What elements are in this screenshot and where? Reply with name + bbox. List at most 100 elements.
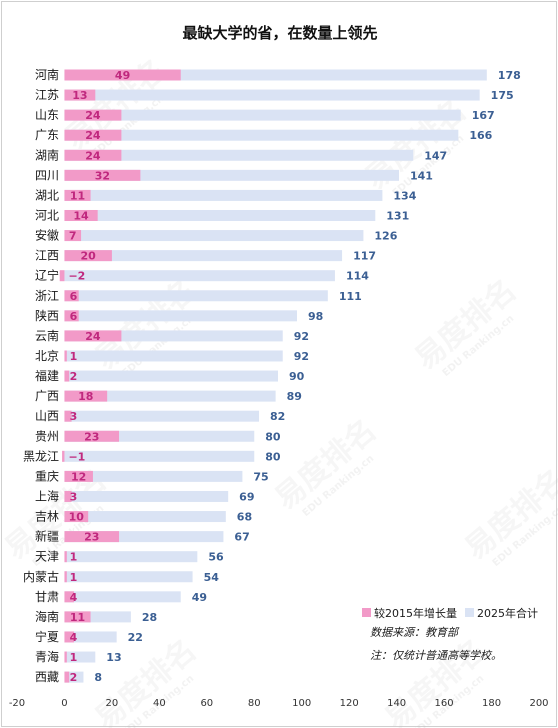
increase-bar (64, 310, 79, 322)
total-bar (64, 591, 181, 603)
x-tick-label: 60 (200, 698, 213, 709)
increase-value-label: 1 (70, 571, 78, 584)
total-value-label: 68 (237, 511, 252, 524)
total-value-label: 54 (204, 571, 220, 584)
increase-bar (64, 250, 112, 262)
increase-value-label: 1 (70, 350, 78, 363)
increase-bar (64, 149, 122, 161)
increase-bar (64, 430, 120, 442)
increase-bar (64, 611, 91, 623)
total-value-label: 80 (265, 430, 281, 443)
x-tick-label: 0 (61, 698, 67, 709)
total-bar (64, 671, 84, 683)
increase-bar (64, 571, 67, 583)
category-label: 湖南 (35, 147, 59, 162)
legend-swatch (362, 608, 371, 617)
category-label: 安徽 (35, 228, 59, 243)
total-value-label: 56 (208, 551, 224, 564)
total-bar (64, 270, 335, 282)
category-label: 青海 (35, 649, 59, 664)
increase-value-label: 7 (69, 230, 77, 243)
increase-bar (62, 450, 65, 462)
total-value-label: 111 (339, 290, 362, 303)
increase-bar (64, 330, 122, 342)
legend: 较2015年增长量 2025年合计 (362, 606, 538, 620)
total-value-label: 13 (106, 651, 121, 664)
increase-bar (64, 490, 72, 502)
category-label: 上海 (35, 488, 59, 503)
increase-value-label: 13 (72, 89, 87, 102)
x-tick-label: 200 (529, 698, 548, 709)
total-bar (64, 330, 283, 342)
increase-bar (64, 109, 122, 121)
increase-bar (64, 89, 96, 101)
total-bar (64, 450, 255, 462)
increase-value-label: 23 (84, 531, 99, 544)
category-label: 辽宁 (35, 268, 59, 283)
x-tick-label: 120 (340, 698, 359, 709)
increase-value-label: 49 (115, 69, 130, 82)
total-value-label: 141 (410, 169, 433, 182)
total-bar (64, 511, 226, 523)
category-label: 内蒙古 (23, 569, 59, 584)
total-value-label: 98 (308, 310, 323, 323)
increase-bar (64, 671, 70, 683)
total-bar (64, 89, 480, 101)
increase-value-label: 11 (70, 189, 85, 202)
increase-value-label: 4 (70, 591, 78, 604)
increase-bar (64, 390, 108, 402)
category-label: 河南 (35, 67, 59, 82)
total-value-label: 131 (386, 209, 409, 222)
total-bar (64, 129, 459, 141)
increase-value-label: 24 (85, 330, 101, 343)
source-note: 数据来源：教育部 (370, 626, 460, 639)
total-bar (64, 430, 255, 442)
category-label: 吉林 (35, 510, 59, 524)
category-label: 河北 (35, 208, 59, 222)
total-bar (64, 250, 343, 262)
increase-value-label: 23 (84, 430, 99, 443)
category-label: 黑龙江 (23, 449, 59, 463)
increase-value-label: 24 (85, 149, 101, 162)
category-label: 福建 (35, 368, 59, 383)
total-value-label: 117 (353, 250, 376, 263)
x-tick-label: 100 (292, 698, 311, 709)
total-value-label: 89 (287, 390, 302, 403)
increase-value-label: 32 (95, 169, 110, 182)
total-bar (64, 611, 131, 623)
increase-bar (64, 511, 89, 523)
increase-bar (64, 551, 67, 563)
category-label: 广东 (35, 128, 59, 142)
increase-bar (64, 531, 120, 543)
category-label: 山西 (35, 409, 59, 423)
increase-bar (64, 189, 91, 201)
increase-value-label: 1 (70, 551, 78, 564)
total-bar (64, 370, 278, 382)
total-bar (64, 551, 198, 563)
category-label: 天津 (35, 550, 59, 564)
increase-bar (64, 290, 79, 302)
increase-value-label: 18 (78, 390, 93, 403)
total-value-label: 22 (128, 631, 143, 644)
increase-value-label: 2 (70, 671, 78, 684)
total-value-label: 126 (374, 230, 397, 243)
total-bar (64, 189, 383, 201)
total-value-label: 175 (491, 89, 514, 102)
category-label: 云南 (35, 328, 59, 343)
total-bar (64, 350, 283, 362)
x-tick-label: 180 (482, 698, 501, 709)
category-label: 北京 (35, 349, 59, 363)
total-bar (64, 410, 260, 422)
total-value-label: 80 (265, 450, 281, 463)
total-bar (64, 651, 96, 663)
category-label: 陕西 (35, 308, 59, 323)
category-label: 江苏 (35, 88, 59, 102)
total-value-label: 134 (393, 189, 416, 202)
total-value-label: 75 (253, 470, 268, 483)
total-value-label: 92 (294, 350, 309, 363)
x-tick-label: 160 (435, 698, 454, 709)
increase-bar (64, 591, 74, 603)
